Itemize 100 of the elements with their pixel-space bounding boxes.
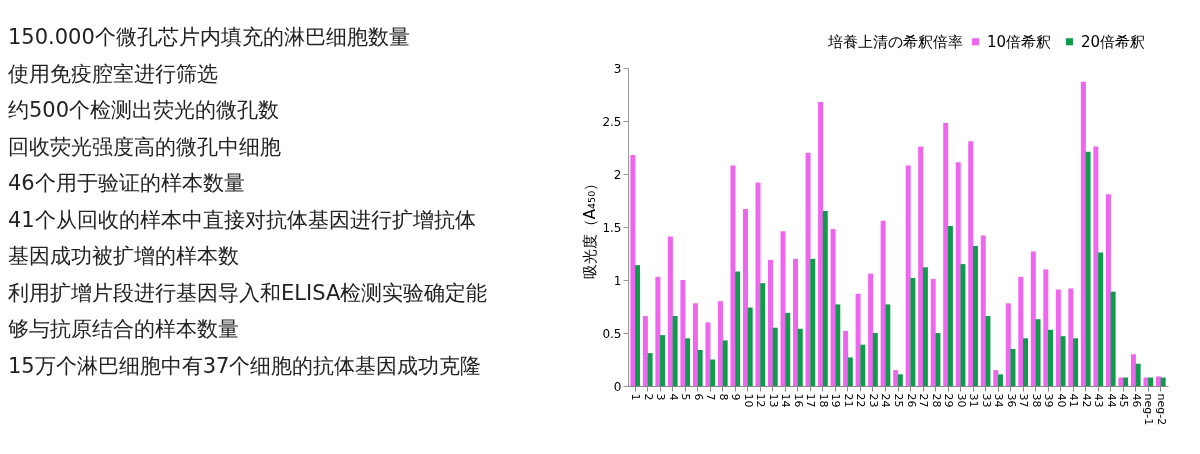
bar — [1060, 336, 1066, 386]
bar — [692, 303, 698, 386]
x-tick-label: 34 — [992, 393, 1006, 408]
bar — [793, 258, 799, 386]
bar — [880, 220, 886, 386]
bar — [642, 316, 648, 386]
bar — [1123, 377, 1129, 386]
bar — [1135, 363, 1141, 386]
bar — [722, 340, 728, 386]
text: 回收荧光强度高的微孔中细胞 — [8, 134, 281, 159]
bar — [730, 165, 736, 386]
bar — [685, 338, 691, 386]
y-tick-label: 1 — [613, 273, 622, 288]
text: 够与抗原结合的样本数量 — [8, 317, 239, 341]
bar — [943, 123, 949, 386]
x-tick-label: 46 — [1129, 393, 1143, 408]
bar — [885, 304, 891, 386]
x-tick-label: 19 — [829, 393, 843, 408]
x-tick-label: 14 — [779, 393, 793, 408]
bar — [818, 101, 824, 386]
x-tick-label: 10 — [741, 393, 755, 408]
bar — [860, 344, 866, 386]
bar — [1068, 288, 1074, 386]
x-tick-label: 44 — [1104, 393, 1118, 408]
bar — [1080, 81, 1086, 386]
x-tick-label: 41 — [1067, 393, 1081, 408]
x-tick-label: 7 — [704, 393, 718, 401]
text: 15万个淋巴细胞中有37个细胞的抗体基因成功克隆 — [8, 353, 482, 378]
bar — [1030, 251, 1036, 386]
x-tick-label: 3 — [654, 393, 668, 401]
bar — [1022, 338, 1028, 386]
text: 150.000个微孔芯片内填充的淋巴细胞数量 — [8, 25, 410, 49]
bar — [1093, 146, 1099, 386]
bar — [667, 236, 673, 386]
text: 46个用于验证的样本数量 — [8, 171, 245, 195]
x-tick-label: 22 — [854, 393, 868, 408]
bar — [1018, 276, 1024, 386]
x-tick-label: 25 — [892, 393, 905, 408]
bar — [972, 246, 978, 386]
text: 约500个检测出荧光的微孔数 — [8, 98, 280, 122]
x-tick-label: 43 — [1092, 393, 1106, 408]
text: 41个从回收的样本中直接对抗体基因进行扩增抗体 — [8, 207, 476, 232]
bar — [717, 301, 723, 386]
x-tick-label: 45 — [1117, 393, 1131, 408]
bar — [847, 357, 853, 386]
x-tick-label: 39 — [1042, 393, 1056, 408]
x-tick-label: 9 — [729, 393, 743, 401]
x-tick-label: 1 — [629, 393, 643, 401]
bar — [655, 276, 661, 386]
x-tick-label: neg-2 — [1154, 393, 1168, 426]
x-tick-label: 24 — [879, 393, 893, 408]
x-tick-label: 18 — [816, 393, 830, 408]
bar — [997, 374, 1003, 386]
bar — [835, 304, 841, 386]
bar — [1148, 377, 1154, 386]
bar — [772, 327, 778, 386]
bar — [742, 208, 748, 386]
bar — [872, 333, 878, 386]
bar — [810, 258, 816, 386]
bar — [710, 359, 716, 386]
bar — [893, 370, 899, 386]
x-tick-label: 42 — [1079, 393, 1093, 408]
bar — [1055, 289, 1061, 386]
bar — [785, 312, 791, 386]
bar — [1005, 303, 1011, 386]
bar — [760, 283, 766, 386]
bar — [797, 328, 803, 386]
x-tick-label: 8 — [716, 393, 730, 401]
bar — [1130, 354, 1136, 386]
bar — [993, 370, 999, 386]
x-tick-label: 37 — [1017, 393, 1031, 408]
bar — [768, 259, 774, 386]
bar — [1143, 377, 1149, 386]
bar — [1085, 151, 1091, 386]
bar — [830, 229, 836, 386]
bar — [1010, 348, 1016, 386]
bar — [1105, 194, 1111, 386]
y-axis-title: 吸光度（A₄₅₀） — [581, 175, 600, 280]
x-tick-label: 12 — [754, 393, 768, 408]
x-tick-label: 27 — [917, 393, 931, 408]
bar — [1035, 319, 1041, 386]
bar — [905, 165, 911, 386]
bar — [747, 307, 753, 386]
bar — [897, 374, 903, 386]
bar — [822, 211, 828, 386]
x-tick-label: 26 — [904, 393, 918, 408]
bar — [935, 333, 941, 386]
y-tick-label: 3 — [613, 61, 622, 76]
bar — [947, 225, 953, 386]
y-tick-label: 2.5 — [602, 114, 622, 129]
legend-label: 10倍希釈 — [987, 32, 1052, 51]
bar — [1098, 252, 1104, 386]
y-tick-label: 1.5 — [602, 220, 622, 235]
x-tick-label: 31 — [967, 393, 981, 408]
bar — [660, 335, 666, 386]
bar — [780, 231, 786, 386]
bar — [705, 322, 711, 386]
x-tick-label: 29 — [942, 393, 956, 408]
legend-title: 培養上清の希釈倍率 — [827, 33, 963, 51]
x-tick-label: 30 — [954, 393, 968, 408]
